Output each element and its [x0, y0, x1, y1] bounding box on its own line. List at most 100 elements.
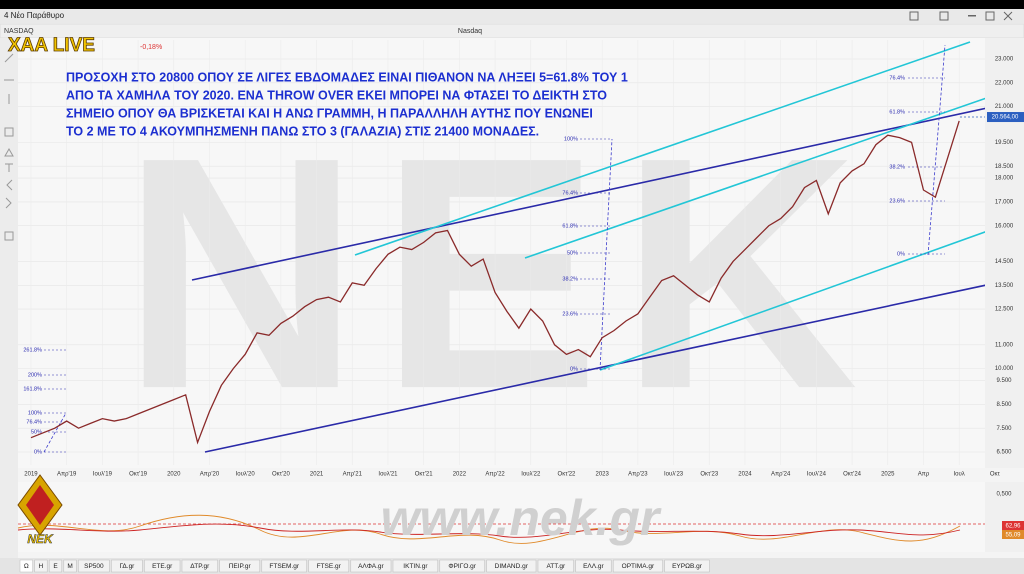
- tab[interactable]: [181, 559, 218, 573]
- indicator-value: 55,09: [1005, 533, 1021, 539]
- x-tick-label: Ιουλ'19: [93, 472, 113, 478]
- x-tick-label: Ιουλ'22: [521, 472, 541, 478]
- y-tick-label: 9.500: [996, 378, 1012, 384]
- tab-label[interactable]: FTSEM.gr: [269, 563, 299, 570]
- fib-label: 0%: [34, 449, 42, 455]
- x-tick-label: 2019: [24, 472, 38, 478]
- maximize[interactable]: [985, 11, 995, 21]
- close[interactable]: [1003, 11, 1013, 21]
- tab[interactable]: [111, 559, 143, 573]
- tab[interactable]: [48, 559, 63, 573]
- x-tick-label: Οκτ'24: [843, 472, 862, 478]
- watermark-url: www.nek.gr: [381, 490, 662, 546]
- tool[interactable]: [4, 147, 14, 157]
- tab-label[interactable]: ETE.gr: [152, 563, 173, 570]
- tab[interactable]: [612, 559, 663, 573]
- tab[interactable]: [63, 559, 77, 573]
- minimize[interactable]: [968, 15, 976, 17]
- fib-guide: [599, 138, 613, 371]
- annotation: ΠΡΟΣΟΧΗ ΣΤΟ 20800 ΟΠΟΥ ΣΕ ΛΙΓΕΣ ΕΒΔΟΜΑΔΕ…: [66, 70, 628, 138]
- y-tick-label: 22.000: [995, 80, 1014, 86]
- tab-label[interactable]: FTSE.gr: [317, 563, 342, 570]
- indicator-signal: [17, 523, 961, 538]
- icon[interactable]: [939, 11, 949, 21]
- indicator-value: 62,96: [1005, 524, 1021, 530]
- tab[interactable]: [439, 559, 485, 573]
- fib-label: 0%: [897, 251, 905, 257]
- annotation-line: ΑΠΟ ΤΑ ΧΑΜΗΛΑ ΤΟΥ 2020. ΕΝΑ THROW OVER Ε…: [66, 88, 607, 102]
- tool[interactable]: [4, 53, 14, 63]
- tab-label[interactable]: DIMAND.gr: [495, 563, 529, 570]
- window-titlebar: [0, 9, 1024, 23]
- tab[interactable]: [308, 559, 350, 573]
- x-tick-label: Ιουλ: [954, 472, 965, 478]
- x-tick-label: Οκτ'19: [129, 472, 148, 478]
- tab-label[interactable]: ΓΔ.gr: [119, 563, 135, 570]
- icon[interactable]: [909, 11, 919, 21]
- x-tick-label: Απρ'23: [628, 472, 648, 478]
- x-tick-label: Απρ'21: [343, 472, 363, 478]
- fib-label: 23.6%: [889, 198, 905, 204]
- x-tick-label: 2022: [453, 472, 467, 478]
- tool[interactable]: [5, 163, 13, 172]
- plot-area: [18, 38, 985, 468]
- fib-label: 76.4%: [562, 190, 578, 196]
- y-tick-label: 16.000: [995, 223, 1014, 229]
- tab[interactable]: [34, 559, 48, 573]
- x-tick-label: Ιουλ'21: [378, 472, 398, 478]
- price-line: [30, 120, 960, 445]
- tab[interactable]: [537, 559, 574, 573]
- tab[interactable]: [78, 559, 110, 573]
- tab[interactable]: [350, 559, 392, 573]
- tab-label[interactable]: SP500: [84, 563, 104, 570]
- tab-label[interactable]: ΕΛΛ.gr: [583, 563, 604, 570]
- tab[interactable]: [219, 559, 261, 573]
- tool[interactable]: [6, 179, 13, 191]
- tab-label[interactable]: Ω: [24, 563, 29, 570]
- tab-label[interactable]: ΙΚΤΙΝ.gr: [403, 563, 428, 570]
- y-tick-label: 18.500: [995, 164, 1014, 170]
- x-tick-label: 2025: [881, 472, 895, 478]
- x-tick-label: 2023: [595, 472, 609, 478]
- fib-label: 38.2%: [889, 164, 905, 170]
- y-tick-label: 19.500: [995, 140, 1014, 146]
- tab[interactable]: [261, 559, 307, 573]
- tab-label[interactable]: ΦΡΙΓΟ.gr: [448, 563, 476, 570]
- annotation-line: ΤΟ 2 ΜΕ ΤΟ 4 ΑΚΟΥΜΠΗΣΜΕΝΗ ΠΑΝΩ ΣΤΟ 3 (ΓΑ…: [66, 124, 539, 138]
- badge-inner: [26, 485, 54, 525]
- y-tick-label: 23.000: [995, 57, 1014, 63]
- tab[interactable]: [392, 559, 439, 573]
- tab-label[interactable]: H: [39, 563, 44, 570]
- fib-label: 38.2%: [562, 276, 578, 282]
- tab-label[interactable]: ΔΤΡ.gr: [190, 563, 210, 570]
- tab[interactable]: [144, 559, 181, 573]
- annotation-line: ΣΗΜΕΙΟ ΟΠΟΥ ΘΑ ΒΡΙΣΚΕΤΑΙ ΚΑΙ Η ΑΝΩ ΓΡΑΜΜ…: [66, 106, 593, 120]
- tab-label[interactable]: ΕΥΡΩΒ.gr: [672, 563, 703, 570]
- x-tick-label: Απρ'19: [57, 472, 77, 478]
- tab[interactable]: [19, 559, 33, 573]
- tab[interactable]: [664, 559, 710, 573]
- y-tick-label: 18.000: [995, 176, 1014, 182]
- tool[interactable]: [4, 231, 14, 241]
- tab-label[interactable]: ATT.gr: [546, 563, 565, 570]
- y-tick-label: 11.000: [995, 342, 1014, 348]
- y-tick-label: 21.000: [995, 104, 1014, 110]
- x-tick-label: Οκτ: [990, 472, 1001, 478]
- x-tick-label: Απρ'20: [200, 472, 220, 478]
- tool[interactable]: [5, 197, 12, 209]
- tab-label[interactable]: M: [67, 563, 72, 570]
- tab-label[interactable]: ΠΕΙΡ.gr: [229, 563, 252, 570]
- brand-logo: XAA LIVE: [8, 35, 95, 56]
- parallel-line: [599, 217, 1024, 371]
- tab-label[interactable]: OPTIMA.gr: [622, 563, 655, 570]
- tab-label[interactable]: E: [53, 563, 58, 570]
- price-axis: [985, 38, 1024, 468]
- tab[interactable]: [486, 559, 537, 573]
- tab-label[interactable]: ΑΛΦΑ.gr: [358, 563, 384, 570]
- fib-label: 23.6%: [562, 311, 578, 317]
- x-tick-label: 2024: [738, 472, 752, 478]
- tool[interactable]: [4, 127, 14, 137]
- tab[interactable]: [575, 559, 612, 573]
- axes: 23.000 22.000 21.000 19.500 18.500 18.000 17.0…: [24, 57, 1024, 478]
